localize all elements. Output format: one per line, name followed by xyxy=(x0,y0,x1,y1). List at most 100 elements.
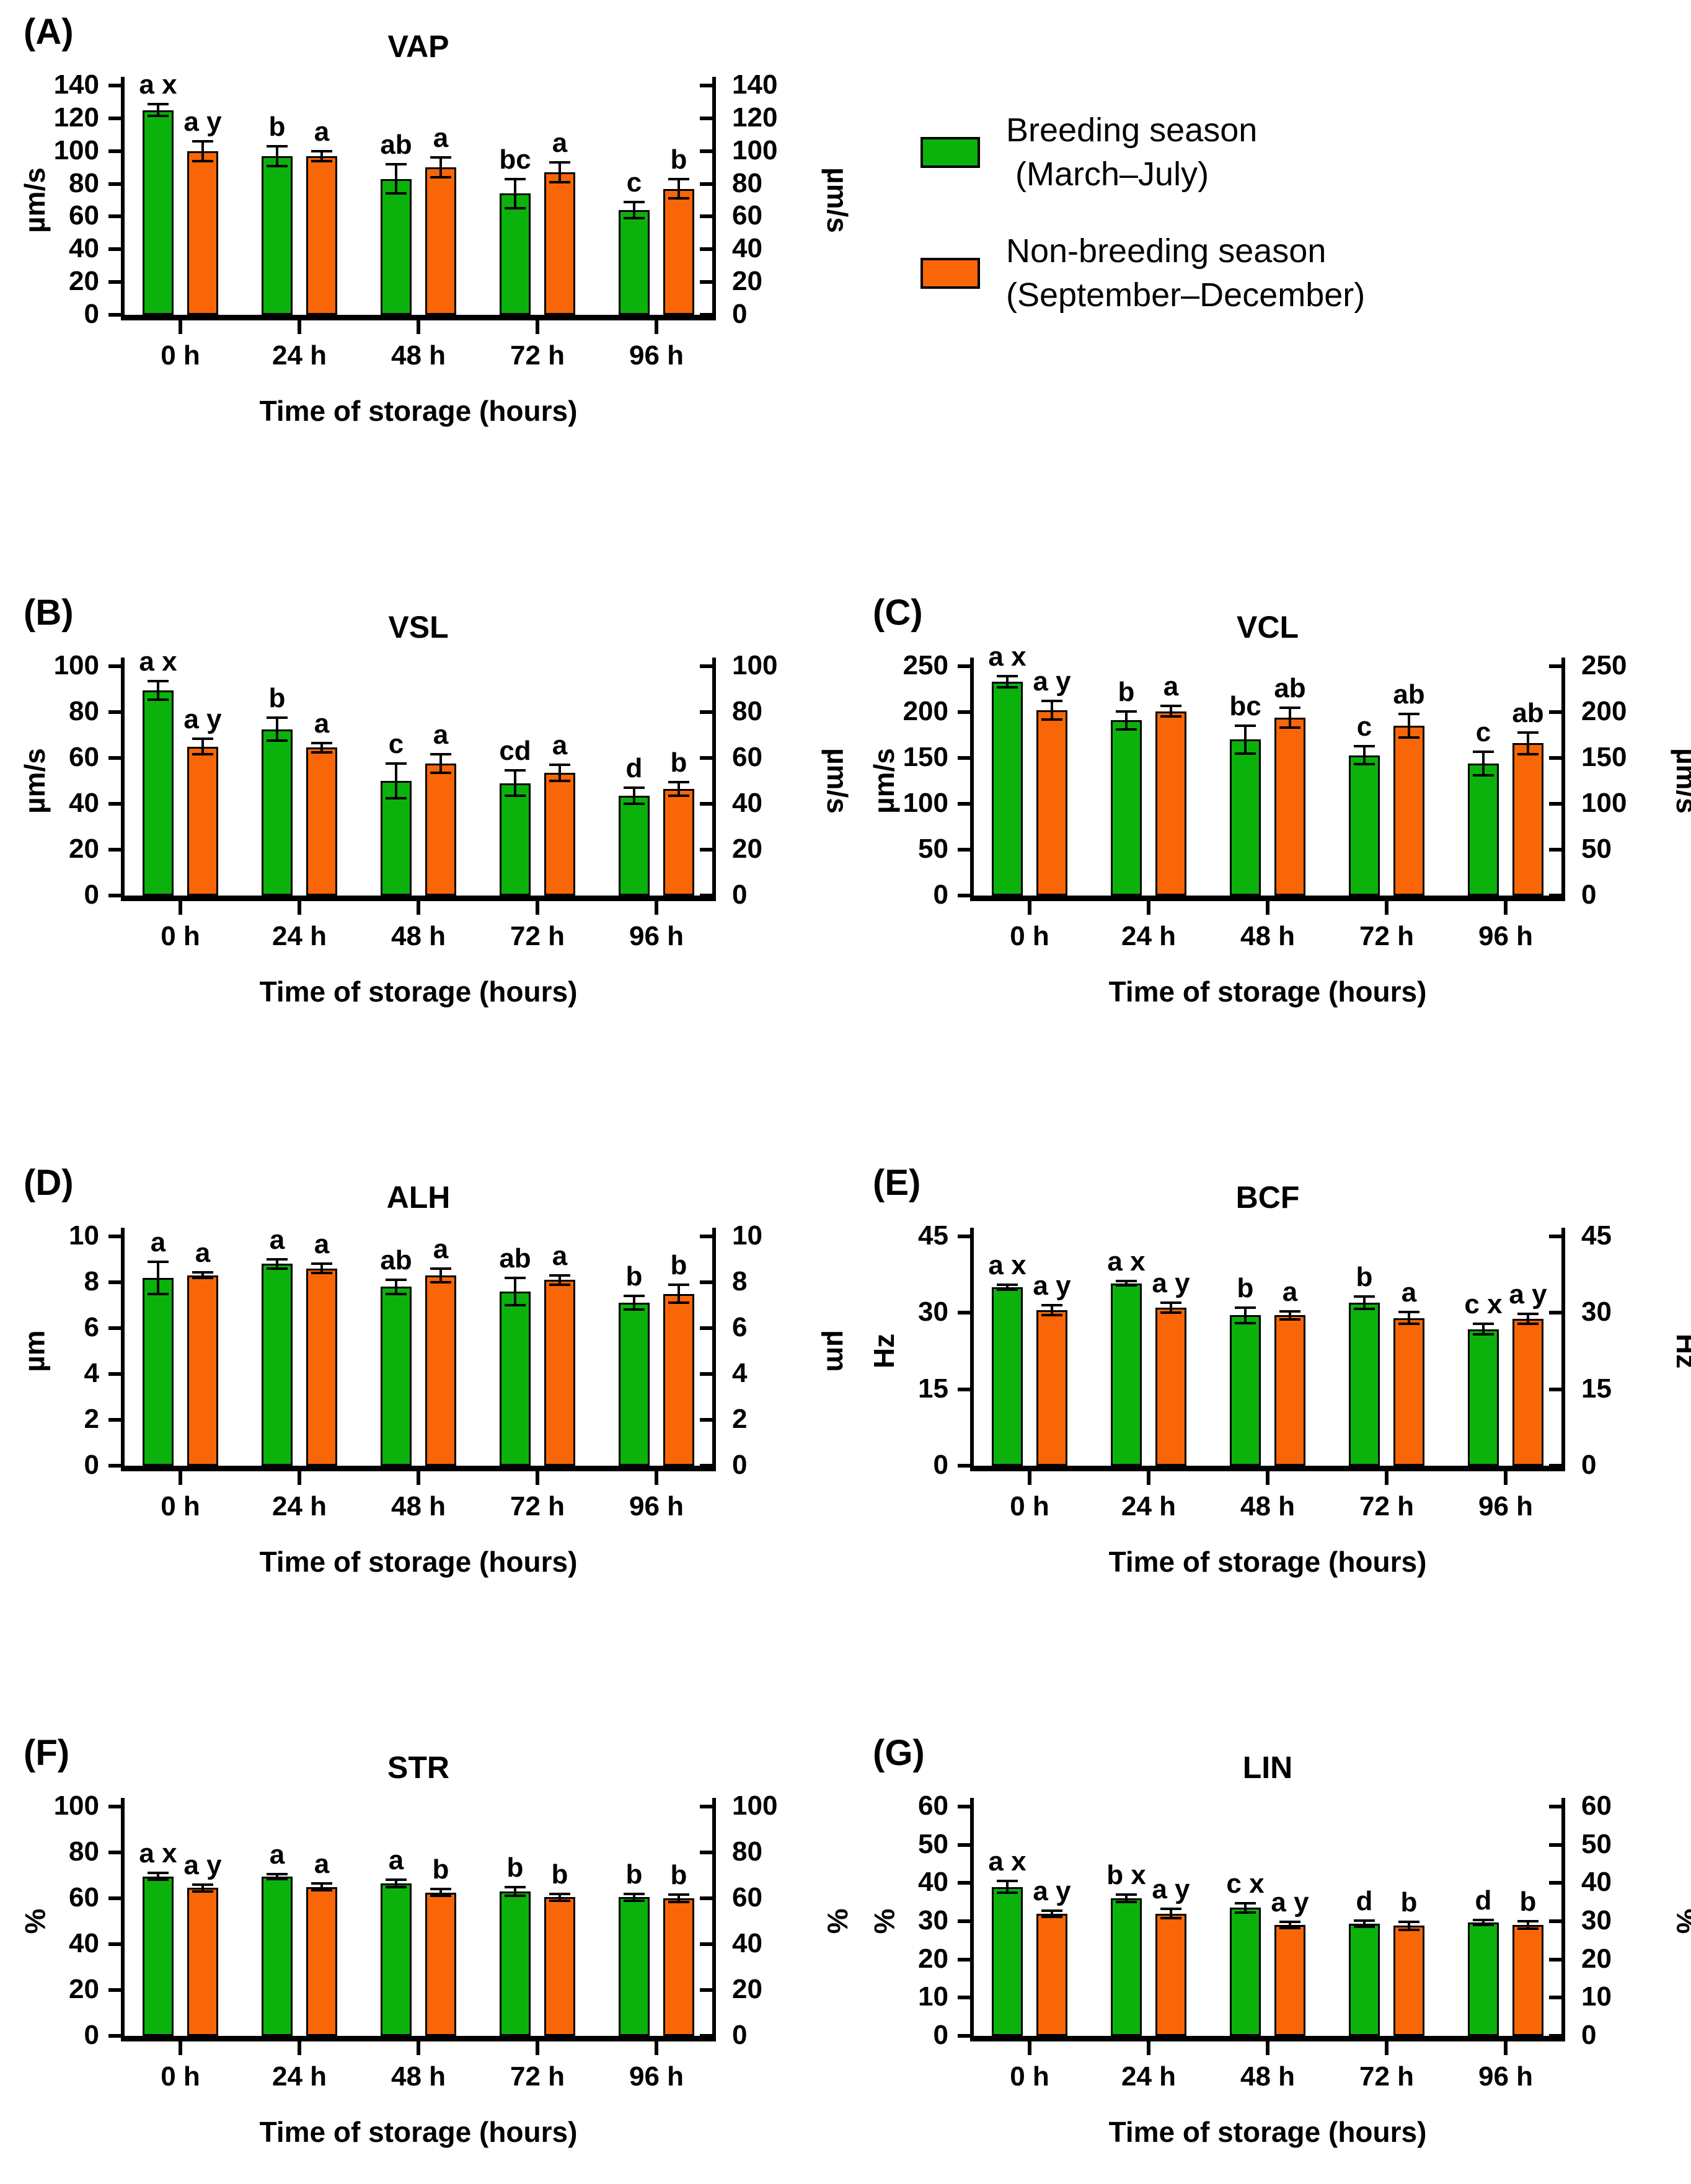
error-bar-cap xyxy=(624,786,645,790)
error-bar-cap xyxy=(997,1891,1018,1894)
error-bar xyxy=(1170,1909,1172,1919)
y-tick xyxy=(108,664,121,668)
error-bar xyxy=(439,1889,442,1896)
y-tick xyxy=(700,280,712,284)
y-tick-label: 120 xyxy=(732,102,778,133)
bar-breeding-season xyxy=(381,178,412,315)
x-axis-label: Time of storage (hours) xyxy=(1108,1546,1427,1578)
y-tick-label: 60 xyxy=(69,200,99,231)
x-tick-label: 72 h xyxy=(510,921,565,951)
significance-letter: b xyxy=(1118,676,1135,707)
error-bar-cap xyxy=(192,159,213,162)
significance-letter: ab xyxy=(380,1245,412,1276)
error-bar-cap xyxy=(1041,1304,1062,1306)
significance-letter: b xyxy=(670,1249,687,1280)
x-tick-label: 96 h xyxy=(629,1491,684,1521)
error-bar-cap xyxy=(1517,753,1539,756)
bar-non-breeding-season xyxy=(425,764,456,896)
non-breeding-season-swatch xyxy=(921,257,980,289)
y-tick xyxy=(958,1996,970,2000)
y-tick-label: 4 xyxy=(84,1358,99,1388)
bar-non-breeding-season xyxy=(1393,1318,1424,1466)
error-bar-cap xyxy=(267,1258,288,1261)
significance-letter: ab xyxy=(499,1243,531,1274)
significance-letter: b xyxy=(268,683,286,714)
y-axis-label-right: % xyxy=(821,1908,854,1934)
significance-letter: a xyxy=(1163,671,1179,702)
bar-non-breeding-season xyxy=(306,747,337,896)
error-bar-cap xyxy=(430,753,451,756)
error-bar xyxy=(559,765,561,781)
y-tick-label: 8 xyxy=(732,1266,748,1297)
y-tick xyxy=(1549,1996,1561,2000)
y-tick-label: 0 xyxy=(1581,2020,1597,2050)
x-tick-label: 96 h xyxy=(1478,921,1534,951)
significance-letter: a xyxy=(314,116,330,147)
error-bar xyxy=(1006,1881,1009,1893)
error-bar-cap xyxy=(386,162,407,165)
y-tick xyxy=(108,280,121,284)
y-tick-label: 250 xyxy=(903,650,948,680)
error-bar-cap xyxy=(1279,706,1300,709)
error-bar xyxy=(1289,707,1291,728)
error-bar-cap xyxy=(386,1885,407,1888)
significance-letter: b xyxy=(670,144,687,175)
bar-non-breeding-season xyxy=(1274,1315,1305,1466)
y-tick-label: 0 xyxy=(933,1450,948,1480)
error-bar xyxy=(678,782,680,796)
y-tick-label: 60 xyxy=(1581,1790,1612,1821)
significance-letter: a xyxy=(433,1233,449,1264)
chart-panel-vap: (A) VAP µm/s µm/s 0 0 20 20 40 40 60 60 80 80 100 1… xyxy=(19,11,854,457)
y-tick xyxy=(108,1805,121,1808)
y-tick-label: 45 xyxy=(1581,1220,1612,1251)
bar-non-breeding-season xyxy=(1512,1925,1543,2036)
bar-non-breeding-season xyxy=(544,172,575,315)
panel-label: (G) xyxy=(873,1733,925,1773)
error-bar-cap xyxy=(1160,1311,1181,1314)
bar-non-breeding-season xyxy=(187,1275,218,1466)
y-tick-label: 20 xyxy=(732,834,762,864)
significance-letter: a y xyxy=(1033,1270,1071,1301)
error-bar xyxy=(514,1887,516,1896)
significance-letter: a xyxy=(269,1225,285,1255)
error-bar xyxy=(633,201,635,219)
error-bar-cap xyxy=(505,1276,526,1279)
error-bar xyxy=(1363,746,1366,765)
legend-item-breeding: Breeding season (March–July) xyxy=(921,108,1365,197)
error-bar xyxy=(1051,701,1053,720)
significance-letter: c xyxy=(388,729,404,760)
significance-letter: a xyxy=(314,1848,330,1879)
x-tick xyxy=(298,2041,301,2055)
y-tick-label: 60 xyxy=(918,1790,948,1821)
y-axis-right xyxy=(1561,1228,1565,1471)
y-tick-label: 150 xyxy=(1581,742,1627,772)
bar-breeding-season xyxy=(1111,1898,1142,2036)
error-bar-cap xyxy=(192,139,213,143)
y-tick xyxy=(108,1235,121,1238)
error-bar xyxy=(1170,705,1172,717)
x-tick-label: 96 h xyxy=(629,921,684,951)
y-tick xyxy=(108,149,121,153)
x-tick xyxy=(1385,2041,1389,2055)
y-axis-left xyxy=(970,1798,974,2041)
significance-letter: a y xyxy=(183,703,222,734)
y-tick-label: 100 xyxy=(53,650,99,680)
panel-label: (B) xyxy=(24,592,74,633)
y-axis-label-right: % xyxy=(1669,1807,1691,2036)
error-bar-cap xyxy=(1398,1310,1419,1313)
error-bar-cap xyxy=(668,1900,689,1903)
y-tick-label: 6 xyxy=(732,1312,748,1342)
error-bar-cap xyxy=(549,161,570,164)
x-axis-label: Time of storage (hours) xyxy=(259,395,578,427)
x-tick xyxy=(179,320,182,334)
error-bar-cap xyxy=(1279,1318,1300,1321)
chart-title: ALH xyxy=(386,1180,451,1215)
y-tick-label: 100 xyxy=(732,650,778,680)
significance-letter: a xyxy=(388,1845,404,1876)
y-tick-label: 0 xyxy=(732,1450,748,1480)
x-tick xyxy=(417,1471,420,1485)
y-tick xyxy=(700,182,712,186)
panel-label: (C) xyxy=(873,592,923,633)
